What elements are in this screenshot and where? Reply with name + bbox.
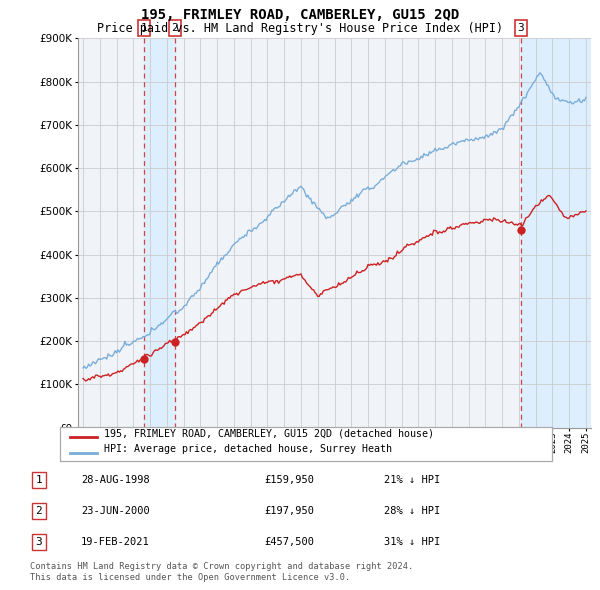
Text: 195, FRIMLEY ROAD, CAMBERLEY, GU15 2QD: 195, FRIMLEY ROAD, CAMBERLEY, GU15 2QD [141, 8, 459, 22]
Text: This data is licensed under the Open Government Licence v3.0.: This data is licensed under the Open Gov… [30, 573, 350, 582]
Text: 23-JUN-2000: 23-JUN-2000 [81, 506, 150, 516]
Text: £197,950: £197,950 [264, 506, 314, 516]
Text: 21% ↓ HPI: 21% ↓ HPI [384, 475, 440, 485]
Text: 1: 1 [35, 475, 43, 485]
Text: £159,950: £159,950 [264, 475, 314, 485]
Text: 3: 3 [35, 537, 43, 547]
Text: Price paid vs. HM Land Registry's House Price Index (HPI): Price paid vs. HM Land Registry's House … [97, 22, 503, 35]
Text: 28-AUG-1998: 28-AUG-1998 [81, 475, 150, 485]
Text: 3: 3 [518, 23, 524, 33]
Text: 2: 2 [172, 23, 178, 33]
Text: 2: 2 [35, 506, 43, 516]
Bar [144, 38, 175, 428]
Text: 31% ↓ HPI: 31% ↓ HPI [384, 537, 440, 547]
Text: 28% ↓ HPI: 28% ↓ HPI [384, 506, 440, 516]
Text: Contains HM Land Registry data © Crown copyright and database right 2024.: Contains HM Land Registry data © Crown c… [30, 562, 413, 571]
Text: 195, FRIMLEY ROAD, CAMBERLEY, GU15 2QD (detached house): 195, FRIMLEY ROAD, CAMBERLEY, GU15 2QD (… [104, 428, 434, 438]
Text: £457,500: £457,500 [264, 537, 314, 547]
Text: 1: 1 [141, 23, 148, 33]
Text: 19-FEB-2021: 19-FEB-2021 [81, 537, 150, 547]
Bar [521, 38, 591, 428]
Text: HPI: Average price, detached house, Surrey Heath: HPI: Average price, detached house, Surr… [104, 444, 392, 454]
